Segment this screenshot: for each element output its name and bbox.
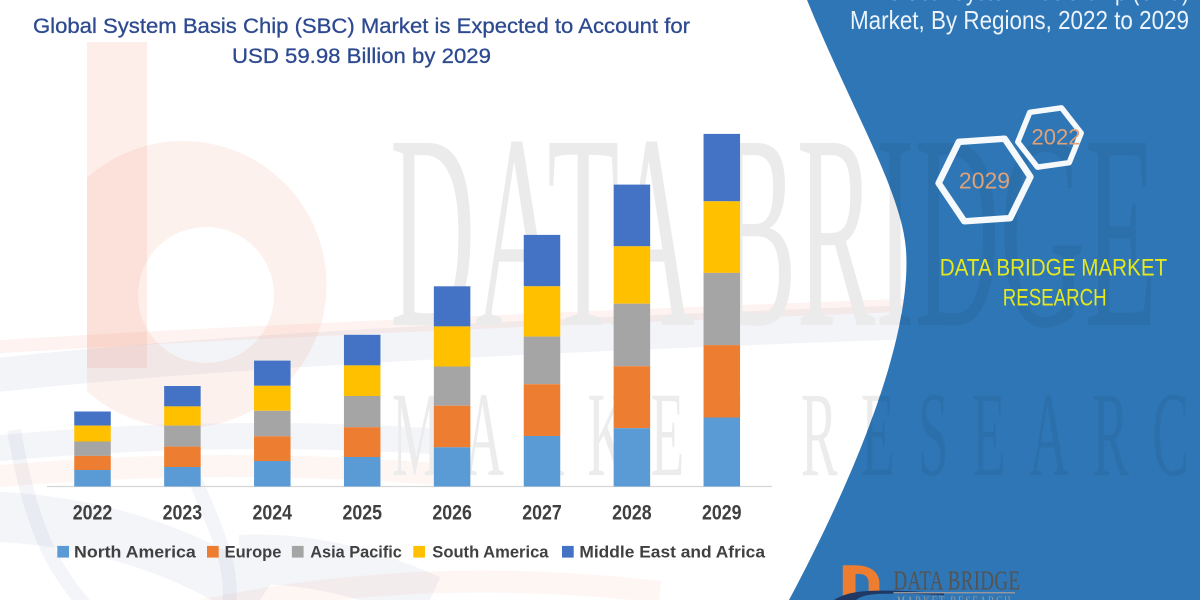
svg-text:South America: South America bbox=[432, 544, 549, 562]
svg-text:MARKET RESEARCH: MARKET RESEARCH bbox=[897, 595, 1012, 600]
svg-text:2022: 2022 bbox=[73, 502, 113, 525]
svg-text:2023: 2023 bbox=[163, 502, 203, 525]
svg-text:2027: 2027 bbox=[522, 502, 562, 525]
svg-text:2029: 2029 bbox=[702, 502, 742, 525]
svg-text:Middle East and Africa: Middle East and Africa bbox=[579, 544, 765, 562]
svg-text:2024: 2024 bbox=[253, 502, 293, 525]
svg-text:DATA BRIDGE MARKET: DATA BRIDGE MARKET bbox=[940, 254, 1168, 281]
svg-text:USD 59.98 Billion by 2029: USD 59.98 Billion by 2029 bbox=[232, 44, 491, 68]
svg-text:DATA BRIDGE: DATA BRIDGE bbox=[894, 566, 1021, 596]
svg-text:2025: 2025 bbox=[342, 502, 382, 525]
svg-text:2028: 2028 bbox=[612, 502, 652, 525]
svg-text:2029: 2029 bbox=[959, 167, 1010, 193]
svg-text:2022: 2022 bbox=[1032, 125, 1081, 150]
svg-text:Global System Basis Chip (SBC): Global System Basis Chip (SBC) Market is… bbox=[33, 14, 690, 38]
svg-text:Global System Basis Chip (SBC): Global System Basis Chip (SBC) bbox=[886, 0, 1189, 6]
svg-text:Asia Pacific: Asia Pacific bbox=[310, 544, 402, 562]
svg-text:2026: 2026 bbox=[432, 502, 472, 525]
svg-text:RESEARCH: RESEARCH bbox=[1003, 285, 1107, 312]
svg-text:Europe: Europe bbox=[225, 544, 282, 562]
svg-text:Market, By Regions, 2022 to 20: Market, By Regions, 2022 to 2029 bbox=[850, 5, 1189, 35]
svg-text:North America: North America bbox=[74, 544, 197, 562]
